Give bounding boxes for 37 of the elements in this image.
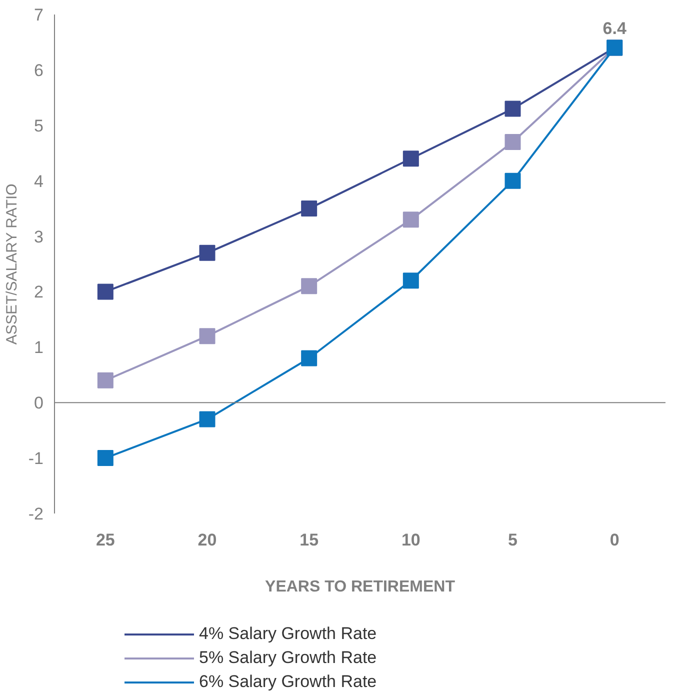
x-tick-label: 20 — [198, 530, 217, 550]
y-tick-label: -1 — [28, 449, 44, 468]
point — [301, 200, 318, 217]
legend-label: 6% Salary Growth Rate — [199, 672, 377, 692]
annotation: 6.4 — [602, 18, 627, 38]
y-tick-label: 1 — [34, 338, 44, 358]
y-tick-label: 0 — [34, 394, 44, 413]
point — [504, 100, 521, 117]
point — [504, 172, 521, 189]
point — [199, 244, 216, 261]
point — [504, 134, 521, 150]
x-tick-label: 5 — [508, 530, 518, 550]
point — [199, 328, 216, 344]
x-axis-title: YEARS TO RETIREMENT — [265, 578, 456, 596]
point — [402, 272, 419, 289]
y-tick-label: 6 — [34, 60, 44, 80]
y-tick-label: 3 — [34, 227, 44, 246]
y-tick-label: 5 — [34, 116, 44, 136]
point — [402, 212, 419, 228]
point — [199, 411, 216, 428]
x-tick-label: 10 — [401, 530, 420, 550]
point — [301, 278, 318, 294]
y-tick-label: 4 — [34, 172, 44, 191]
y-tick-label: -2 — [28, 504, 44, 524]
point — [402, 150, 419, 167]
point — [97, 450, 114, 466]
legend-label: 4% Salary Growth Rate — [199, 624, 377, 644]
y-axis-title: ASSET/SALARY RATIO — [3, 184, 20, 345]
point — [301, 350, 318, 366]
y-tick-label: 7 — [34, 6, 44, 24]
legend-label: 5% Salary Growth Rate — [199, 648, 377, 668]
point — [97, 372, 114, 388]
y-tick-label: 2 — [34, 282, 44, 302]
x-tick-label: 15 — [300, 530, 319, 550]
x-tick-label: 25 — [96, 530, 115, 550]
x-tick-label: 0 — [610, 530, 620, 550]
point — [97, 284, 114, 300]
